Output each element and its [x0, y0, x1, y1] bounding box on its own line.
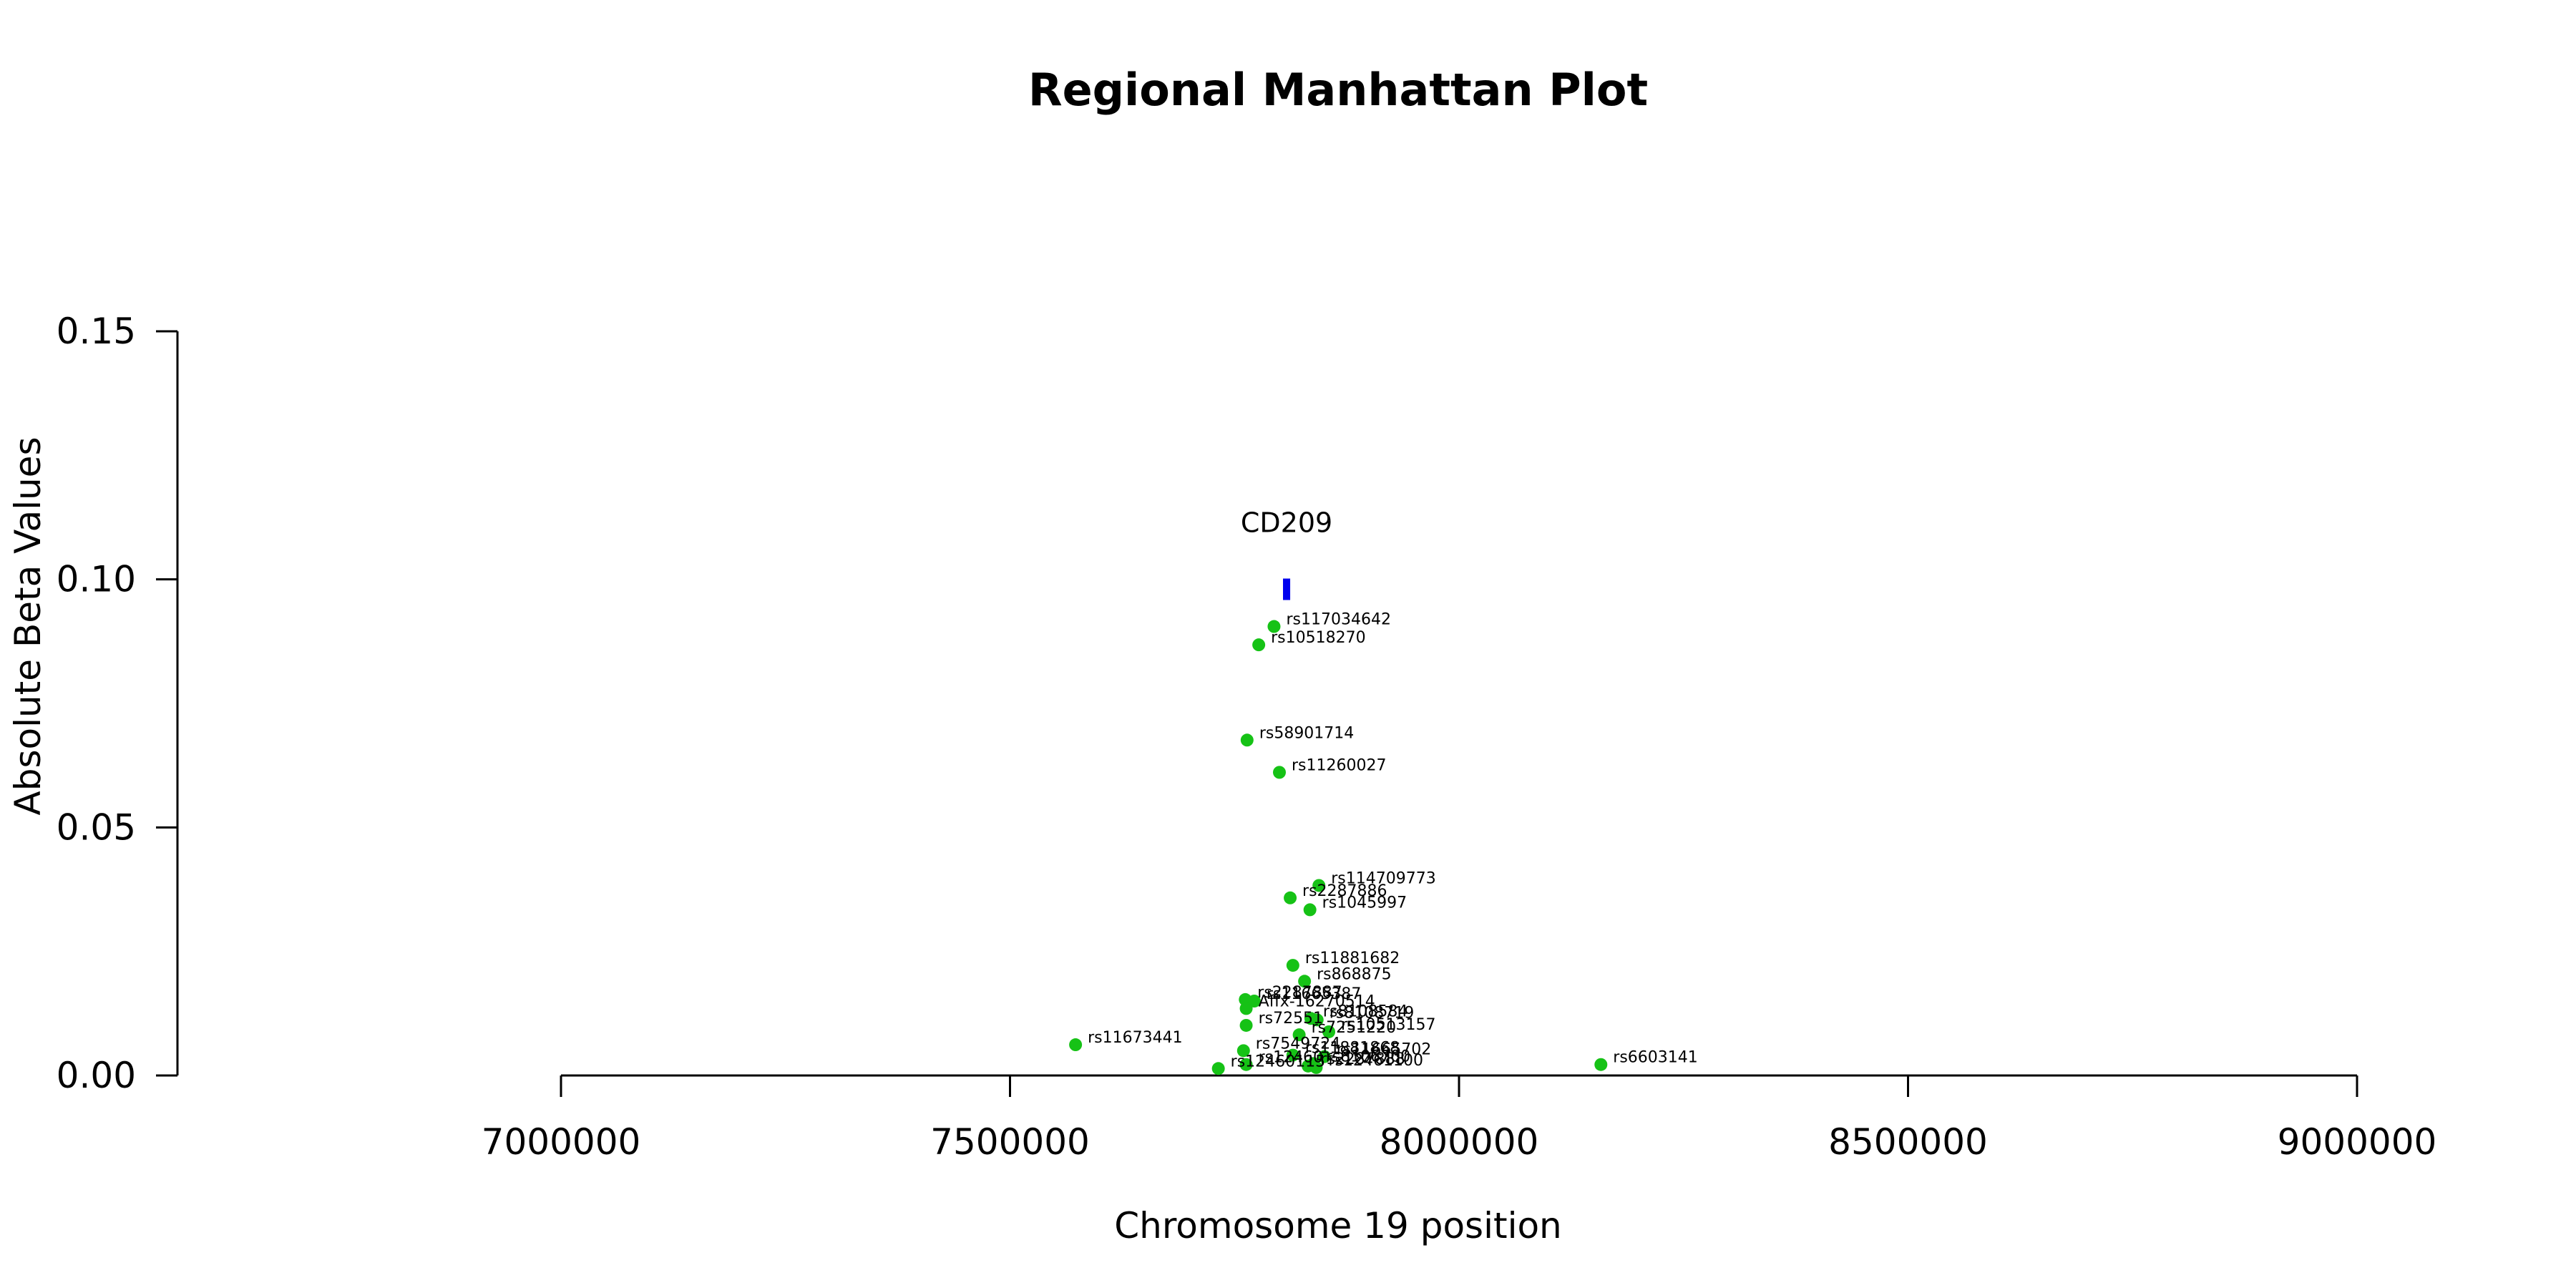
- snp-point: [1286, 959, 1299, 972]
- snp-point: [1236, 1044, 1250, 1058]
- gene-label: CD209: [1241, 507, 1332, 539]
- snp-label: rs12460115: [1231, 1053, 1325, 1070]
- snp-label: Affx-16270514: [1259, 992, 1375, 1010]
- snp-point: [1286, 1048, 1299, 1062]
- snp-label: rs11881682: [1305, 950, 1400, 967]
- snp-point: [1284, 891, 1297, 904]
- snp-point: [1309, 1060, 1323, 1074]
- snp-point: [1267, 620, 1281, 633]
- x-tick-label: 7500000: [930, 1121, 1090, 1163]
- snp-label: rs58901714: [1259, 724, 1354, 742]
- y-tick-label: 0.05: [57, 806, 136, 848]
- snp-point: [1239, 1002, 1253, 1015]
- snp-label: rs8108584: [1323, 1002, 1408, 1020]
- snp-label: rs10518270: [1271, 629, 1365, 647]
- snp-label: rs11673441: [1088, 1029, 1182, 1047]
- x-axis-title: Chromosome 19 position: [1114, 1205, 1562, 1246]
- snp-label: rs1045997: [1322, 894, 1407, 912]
- snp-point: [1298, 975, 1312, 988]
- snp-point: [1240, 733, 1254, 747]
- snp-point: [1211, 1062, 1225, 1075]
- snp-point: [1310, 1013, 1324, 1027]
- snp-label: rs8106700: [1326, 1048, 1411, 1065]
- y-tick-label: 0.00: [57, 1055, 136, 1096]
- y-axis: 0.00 0.05 0.10 0.15: [57, 311, 179, 1096]
- x-tick-label: 9000000: [2278, 1121, 2437, 1163]
- x-tick-label: 8500000: [1828, 1121, 1988, 1163]
- x-tick-label: 7000000: [482, 1121, 641, 1163]
- snp-point: [1312, 879, 1326, 892]
- snp-point: [1292, 1028, 1306, 1042]
- y-tick-label: 0.15: [57, 311, 136, 352]
- x-axis: 7000000 7500000 8000000 8500000 9000000: [482, 1074, 2437, 1163]
- y-axis-title: Absolute Beta Values: [7, 437, 49, 816]
- snp-label: rs2287887: [1257, 984, 1342, 1002]
- gene-bar: [1283, 578, 1291, 600]
- snp-label: rs10513157: [1341, 1016, 1435, 1034]
- snp-label: rs117034642: [1286, 611, 1390, 629]
- snp-label: rs72551: [1259, 1010, 1324, 1028]
- snp-label: rs8108719: [1330, 1004, 1415, 1022]
- snp-point: [1594, 1058, 1608, 1071]
- x-tick-label: 8000000: [1380, 1121, 1539, 1163]
- snp-label: rs6603141: [1613, 1049, 1698, 1067]
- snp-point: [1239, 1058, 1253, 1071]
- snp-point: [1317, 1050, 1331, 1063]
- snp-label: rs11665702: [1337, 1041, 1431, 1059]
- snp-point: [1239, 1018, 1253, 1032]
- y-tick-label: 0.10: [57, 559, 136, 600]
- chart-title: Regional Manhattan Plot: [1028, 64, 1648, 116]
- snp-label: rs2287886: [1302, 882, 1387, 900]
- snp-label: rs12460: [1259, 1049, 1324, 1067]
- snp-label: rs868875: [1317, 965, 1392, 983]
- snp-label: rs11260027: [1292, 756, 1386, 774]
- snp-point: [1252, 638, 1266, 652]
- snp-points: [1069, 620, 1608, 1075]
- snp-label: rs114709773: [1331, 869, 1435, 887]
- snp-label: rs7251220: [1312, 1019, 1397, 1037]
- gene-track: CD209: [1241, 507, 1332, 600]
- snp-label: rs11665387: [1267, 985, 1361, 1003]
- snp-label: rs7549724: [1256, 1035, 1341, 1053]
- snp-label: rs12461100: [1328, 1052, 1423, 1070]
- snp-label: rs11881868: [1305, 1040, 1400, 1058]
- snp-label: rs2287888: [1320, 1050, 1405, 1068]
- snp-point: [1322, 1025, 1336, 1038]
- snp-point: [1273, 766, 1286, 779]
- snp-point: [1069, 1038, 1083, 1052]
- snp-point: [1303, 903, 1317, 917]
